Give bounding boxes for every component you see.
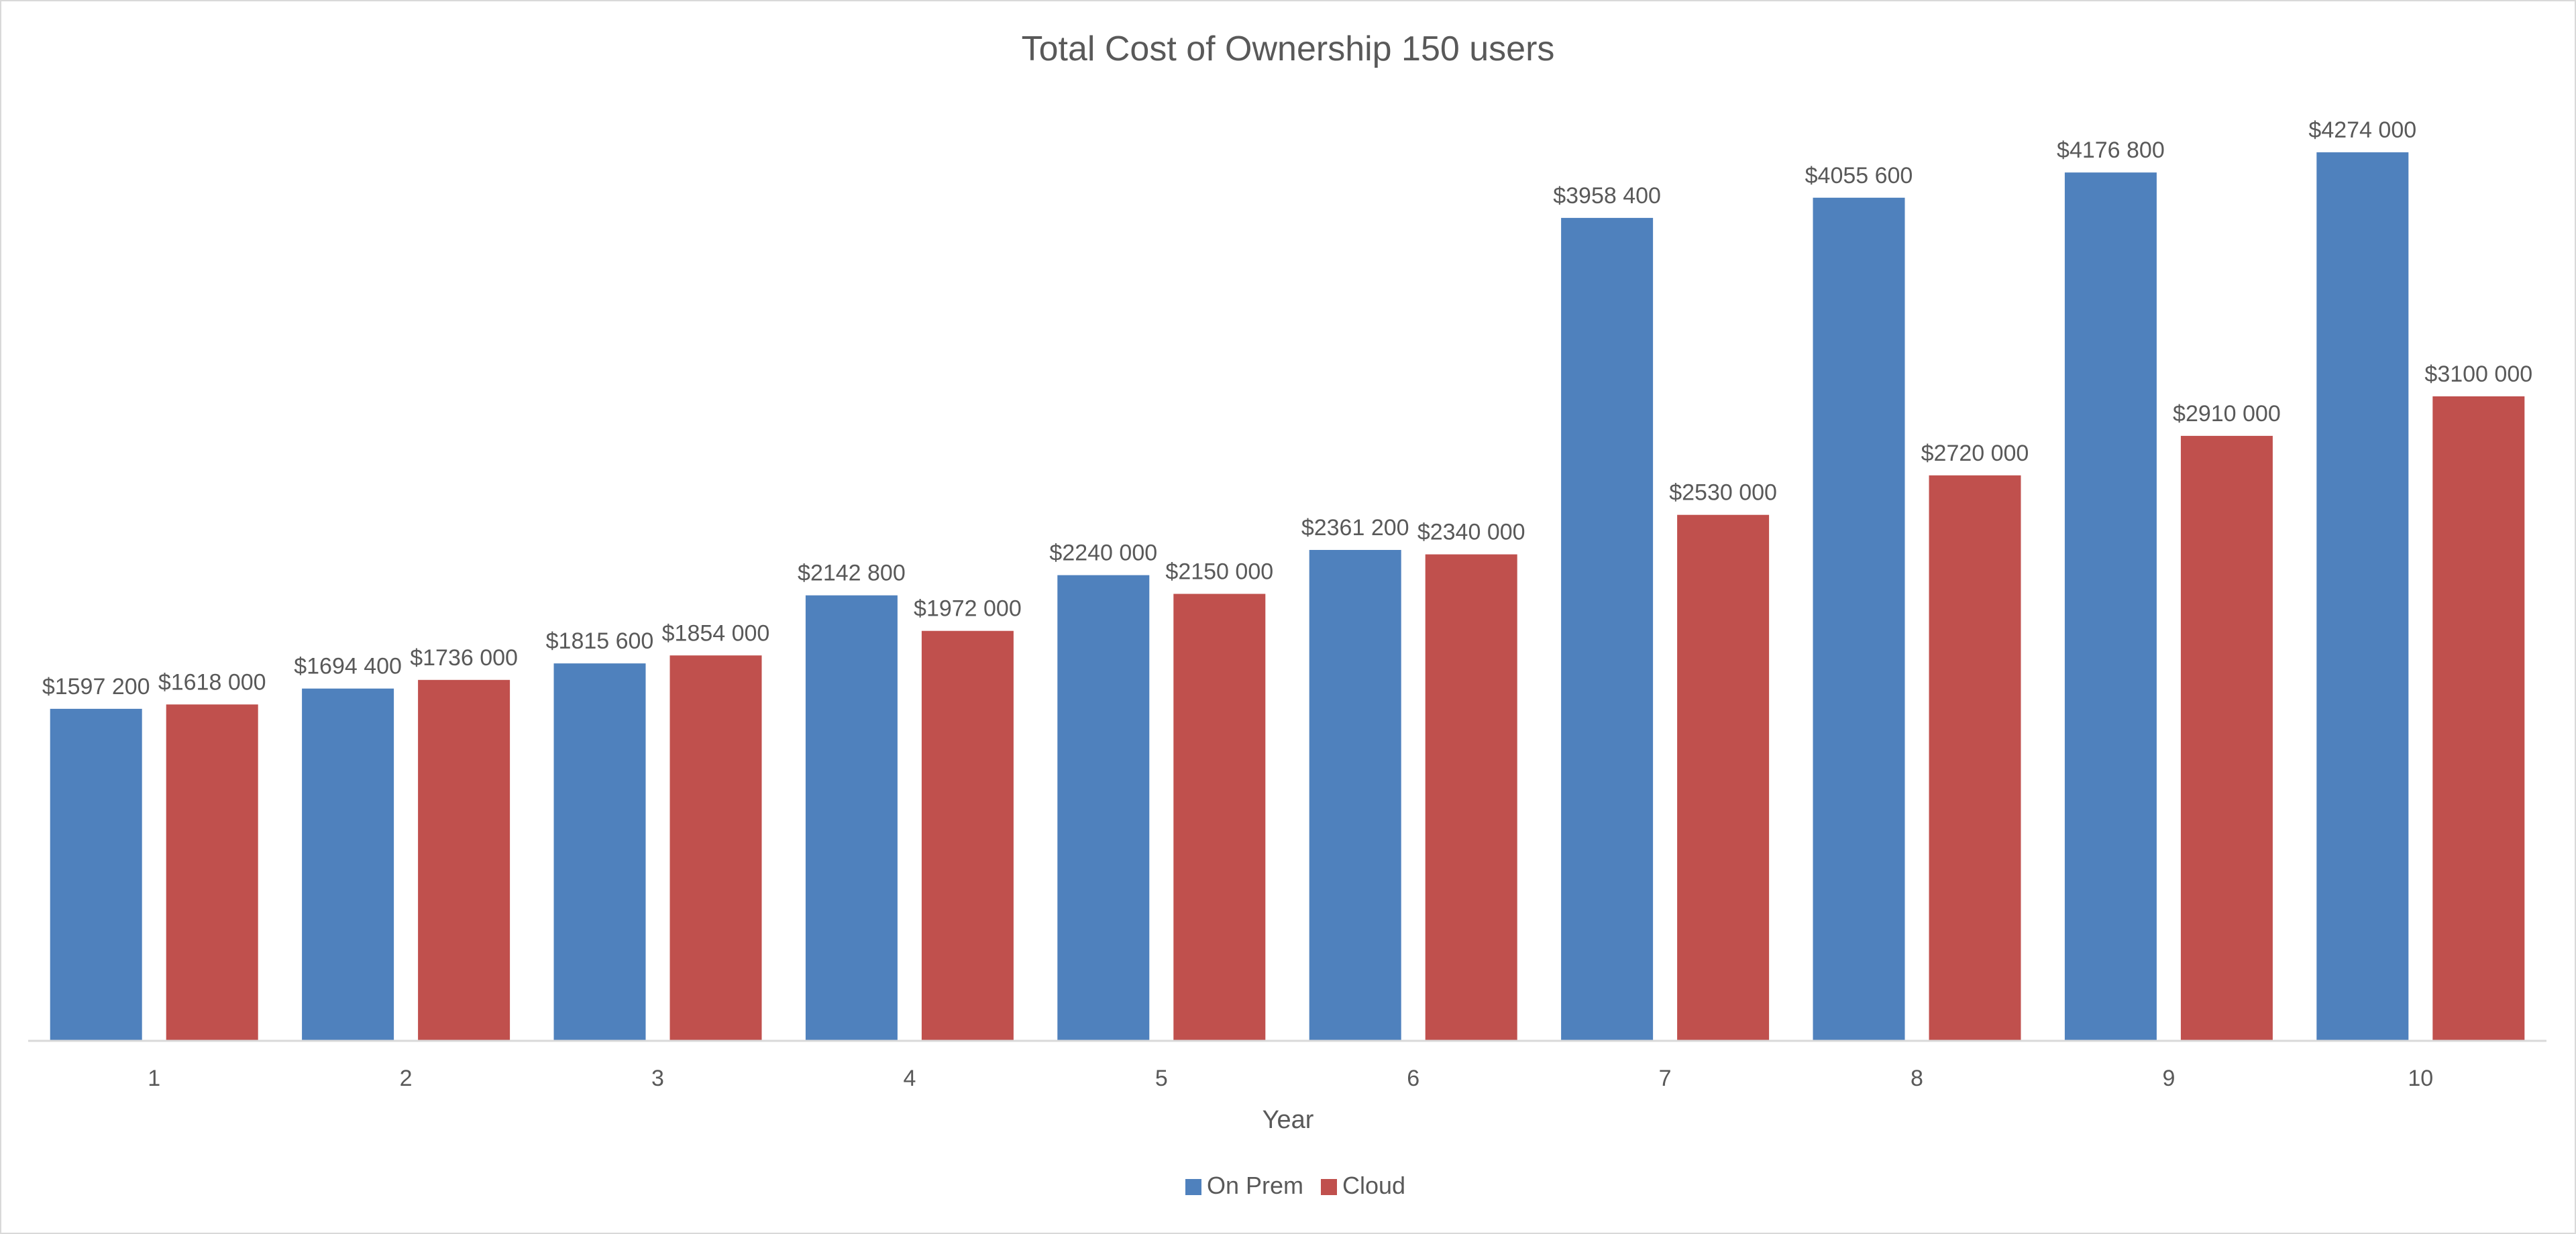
data-label-cloud-year-10: $3100 000 [2424,361,2532,387]
data-label-cloud-year-8: $2720 000 [1921,441,2029,466]
data-label-on-prem-year-6: $2361 200 [1301,515,1409,541]
data-label-on-prem-year-2: $1694 400 [294,654,402,679]
bar-on-prem-year-1 [50,708,142,1041]
bar-on-prem-year-10 [2316,152,2409,1042]
data-label-on-prem-year-9: $4176 800 [2057,137,2165,163]
data-label-cloud-year-2: $1736 000 [410,645,518,671]
x-tick-label-3: 3 [651,1066,664,1091]
bar-cloud-year-8 [1929,475,2021,1041]
labels-layer: $1597 200 $1618 000 $1694 400 $1736 000 $181… [42,117,2532,699]
data-label-on-prem-year-1: $1597 200 [42,674,150,699]
x-tick-label-10: 10 [2408,1066,2433,1091]
data-label-cloud-year-5: $2150 000 [1165,559,1273,585]
bar-cloud-year-1 [166,704,258,1041]
x-tick-label-1: 1 [148,1066,160,1091]
x-tick-label-5: 5 [1155,1066,1168,1091]
legend: On Prem Cloud [1185,1172,1405,1199]
x-tick-label-2: 2 [400,1066,413,1091]
bar-on-prem-year-6 [1309,550,1401,1041]
data-label-cloud-year-7: $2530 000 [1669,480,1777,506]
data-label-on-prem-year-8: $4055 600 [1805,163,1913,188]
bar-cloud-year-4 [921,630,1014,1041]
data-label-cloud-year-9: $2910 000 [2173,401,2281,427]
ticks-layer: 1 2 3 4 5 6 7 8 9 10 [148,1066,2433,1091]
data-label-cloud-year-4: $1972 000 [914,596,1022,622]
data-label-on-prem-year-4: $2142 800 [798,561,906,586]
bars-layer [50,152,2525,1042]
data-label-cloud-year-1: $1618 000 [158,669,266,695]
bar-on-prem-year-3 [553,663,646,1041]
bar-cloud-year-7 [1677,514,1770,1041]
legend-swatch-on-prem [1185,1179,1201,1195]
bar-on-prem-year-8 [1813,197,1905,1041]
bar-cloud-year-2 [418,679,511,1041]
x-tick-label-4: 4 [903,1066,916,1091]
data-label-cloud-year-6: $2340 000 [1417,520,1525,545]
bar-on-prem-year-9 [2064,172,2157,1042]
x-tick-label-7: 7 [1659,1066,1672,1091]
bar-cloud-year-3 [669,655,762,1041]
data-label-on-prem-year-7: $3958 400 [1553,183,1661,209]
legend-label-cloud: Cloud [1342,1172,1405,1199]
data-label-on-prem-year-10: $4274 000 [2308,117,2416,143]
bar-cloud-year-5 [1173,594,1266,1041]
data-label-on-prem-year-3: $1815 600 [546,628,654,654]
bar-on-prem-year-2 [302,688,394,1041]
data-label-on-prem-year-5: $2240 000 [1049,541,1157,566]
chart-title: Total Cost of Ownership 150 users [1022,30,1555,68]
bar-cloud-year-9 [2180,435,2273,1041]
legend-label-on-prem: On Prem [1207,1172,1303,1199]
data-label-cloud-year-3: $1854 000 [662,620,770,646]
bar-on-prem-year-5 [1057,575,1150,1041]
x-axis-title: Year [1263,1106,1314,1134]
bar-cloud-year-6 [1425,554,1517,1041]
x-tick-label-9: 9 [2162,1066,2175,1091]
bar-on-prem-year-4 [805,595,898,1041]
x-tick-label-8: 8 [1911,1066,1923,1091]
x-tick-label-6: 6 [1407,1066,1419,1091]
bar-on-prem-year-7 [1561,217,1654,1041]
bar-cloud-year-10 [2432,396,2525,1041]
legend-swatch-cloud [1321,1179,1337,1195]
